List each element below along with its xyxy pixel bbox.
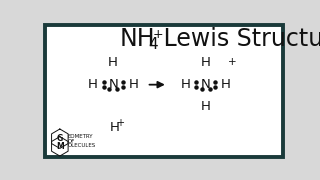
Text: H: H <box>108 56 118 69</box>
Text: +: + <box>228 57 236 68</box>
Text: NH: NH <box>119 27 155 51</box>
Text: H: H <box>109 121 119 134</box>
Text: H: H <box>201 100 211 113</box>
Text: EOMETRY: EOMETRY <box>67 134 93 139</box>
Text: +: + <box>153 28 164 40</box>
Text: N: N <box>201 78 211 91</box>
Text: H: H <box>129 78 139 91</box>
Text: +: + <box>116 118 124 128</box>
Text: G: G <box>57 134 63 143</box>
Text: H: H <box>221 78 231 91</box>
Text: M: M <box>56 142 64 151</box>
Text: 4: 4 <box>148 37 157 52</box>
Text: H: H <box>201 56 211 69</box>
Text: OF: OF <box>67 139 75 144</box>
Text: H: H <box>180 78 190 91</box>
Text: N: N <box>108 78 118 91</box>
Text: OLECULES: OLECULES <box>67 143 96 148</box>
Text: Lewis Structure: Lewis Structure <box>156 27 320 51</box>
FancyBboxPatch shape <box>45 25 283 157</box>
Text: H: H <box>88 78 98 91</box>
